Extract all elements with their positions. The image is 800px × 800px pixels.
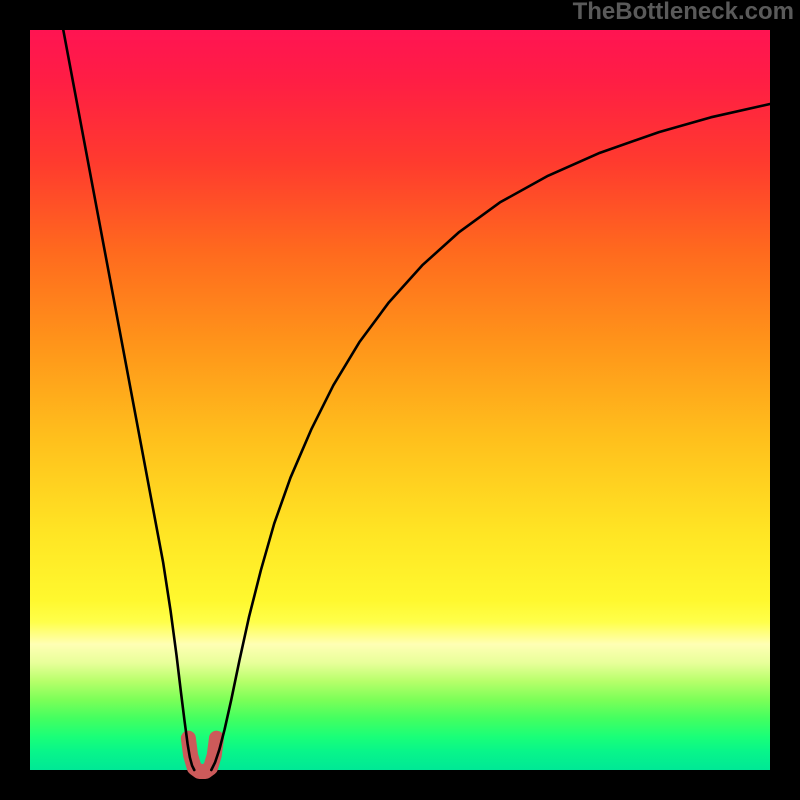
watermark-text: TheBottleneck.com — [573, 0, 794, 24]
chart-stage: TheBottleneck.com — [0, 0, 800, 800]
bottleneck-chart-svg — [0, 0, 800, 800]
